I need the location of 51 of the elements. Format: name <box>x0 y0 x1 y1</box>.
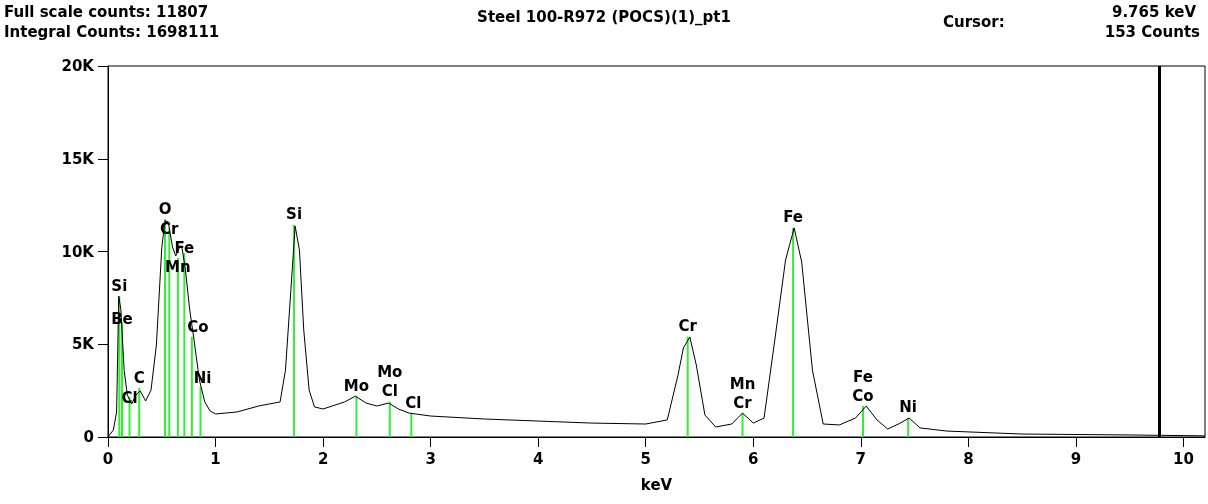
data-label: O <box>158 199 172 218</box>
data-label: Cl <box>405 393 422 412</box>
data-label: C <box>133 368 145 387</box>
text: 153 Counts <box>1104 22 1201 41</box>
data-label: Ni <box>193 369 212 388</box>
text: Integral Counts: 1698111 <box>4 22 220 41</box>
x-tick-label: 7 <box>855 449 867 468</box>
x-tick-label: 0 <box>102 449 114 468</box>
x-tick-label: 6 <box>748 449 759 468</box>
data-label: Mn Cr <box>729 374 756 412</box>
bar <box>138 388 141 437</box>
bar <box>199 386 202 437</box>
data-label: Cr <box>678 317 698 336</box>
x-tick-label: 10 <box>1173 449 1194 468</box>
x-tick-label: 9 <box>1070 449 1082 468</box>
bar <box>388 401 391 437</box>
bar <box>410 413 413 437</box>
data-label: Mo <box>343 376 370 395</box>
bar <box>861 406 864 437</box>
bar <box>907 417 910 437</box>
x-tick-label: 2 <box>317 449 329 468</box>
bar <box>164 219 166 437</box>
x-tick-label: 1 <box>210 449 221 468</box>
bar <box>190 337 193 437</box>
x-tick-label: 3 <box>425 449 436 468</box>
y-tick-label: 20K <box>61 57 96 75</box>
data-label: Fe <box>174 239 195 258</box>
y-tick-label: 10K <box>61 242 96 261</box>
y-tick-label: 0 <box>83 428 94 446</box>
x-tick-label: 5 <box>640 449 651 468</box>
data-label: Ni <box>899 398 918 417</box>
x-tick-label: 4 <box>532 449 544 468</box>
text: 9.765 keV <box>1111 2 1197 21</box>
y-tick-label: 5K <box>71 335 96 354</box>
bar <box>741 413 744 437</box>
bar <box>355 396 358 437</box>
data-label: Si <box>111 277 128 296</box>
bar <box>792 227 795 437</box>
data-label: Si <box>286 205 303 224</box>
data-label: Co <box>187 317 209 336</box>
y-tick-label: 15K <box>61 149 96 168</box>
x-axis-title: keV <box>640 475 673 494</box>
text: Cursor: <box>943 12 1005 31</box>
text: Full scale counts: 11807 <box>4 2 209 21</box>
data-label: Mo Cl <box>377 363 403 401</box>
data-label: Fe <box>783 208 803 227</box>
data-label: Fe Co <box>852 367 874 405</box>
x-tick-label: 8 <box>963 449 974 468</box>
bar <box>686 336 689 437</box>
chart-title: Steel 100-R972 (POCS)(1)_pt1 <box>477 7 731 26</box>
bar <box>293 224 296 437</box>
